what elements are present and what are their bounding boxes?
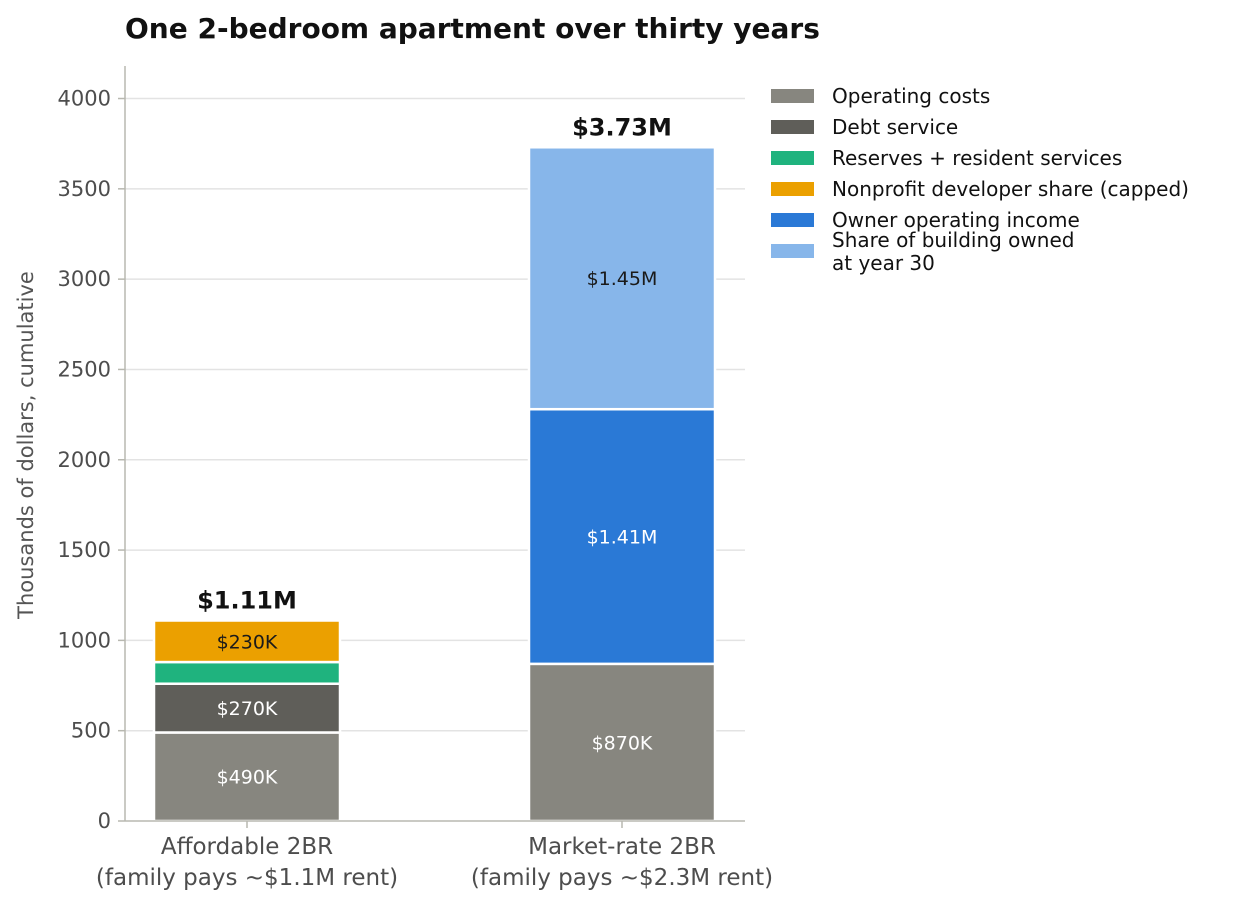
legend-label: Debt service (832, 115, 958, 139)
bar-segment-label: $230K (217, 631, 278, 653)
legend-label: Operating costs (832, 84, 990, 108)
y-tick-label: 2000 (58, 448, 111, 472)
bar-segment (152, 682, 342, 734)
bar-segment-label: $270K (217, 698, 278, 720)
y-tick-label: 1000 (58, 628, 111, 652)
legend-label: Reserves + resident services (832, 146, 1122, 170)
legend-label: Share of building owned (832, 228, 1074, 252)
legend-swatch (771, 120, 814, 134)
bar-total-label: $3.73M (572, 113, 672, 141)
legend-swatch (771, 244, 814, 258)
chart-title: One 2-bedroom apartment over thirty year… (125, 12, 820, 45)
y-tick-label: 3000 (58, 267, 111, 291)
legend-swatch (771, 213, 814, 227)
x-tick-label: Market-rate 2BR (528, 834, 716, 860)
y-tick-label: 3500 (58, 177, 111, 201)
y-tick-label: 0 (98, 809, 111, 833)
bar-segment-label: $1.45M (587, 268, 658, 290)
x-tick-label: (family pays ~$2.3M rent) (471, 865, 773, 891)
bars: $490K $270K $230K $1.11M $870K $1.41M $1.45M $3… (152, 113, 717, 823)
legend-swatch (771, 182, 814, 196)
bar-total-label: $1.11M (197, 587, 297, 615)
y-tick-label: 4000 (58, 87, 111, 111)
bar-segment (152, 660, 342, 685)
x-tick-label: (family pays ~$1.1M rent) (96, 865, 398, 891)
x-tick-label: Affordable 2BR (161, 834, 333, 860)
bar-segment-label: $1.41M (587, 527, 658, 549)
legend-label: Nonprofit developer share (capped) (832, 177, 1189, 201)
bar-segment (152, 619, 342, 664)
legend-swatch (771, 89, 814, 103)
y-axis-label: Thousands of dollars, cumulative (14, 271, 38, 620)
legend-label: at year 30 (832, 251, 935, 275)
legend-label: Owner operating income (832, 208, 1080, 232)
bar-segment (527, 146, 717, 411)
y-tick-label: 2500 (58, 357, 111, 381)
bar-segment (152, 731, 342, 823)
legend-swatch (771, 151, 814, 165)
y-tick-label: 500 (71, 719, 111, 743)
axes: 0 500 1000 1500 2000 2500 3000 3500 4000 Affordab… (58, 66, 773, 891)
bar-segment (527, 407, 717, 666)
legend: Operating costs Debt service Reserves + re… (771, 84, 1189, 275)
bar-segment-label: $490K (217, 767, 278, 789)
bar-segment-label: $870K (592, 732, 653, 754)
y-tick-label: 1500 (58, 538, 111, 562)
bar-segment (527, 662, 717, 823)
